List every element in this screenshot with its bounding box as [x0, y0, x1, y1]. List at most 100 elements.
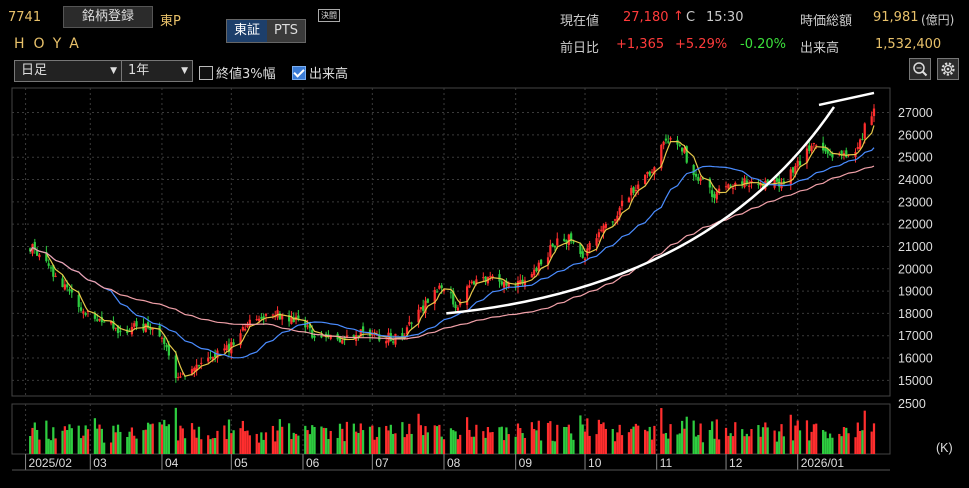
- candle-body: [417, 309, 420, 323]
- volume-bar: [845, 427, 848, 454]
- volume-bar: [456, 439, 459, 454]
- exchange-toggle[interactable]: 東証 PTS: [226, 19, 307, 43]
- month-label: 09: [519, 456, 533, 470]
- tab-pts[interactable]: PTS: [267, 20, 306, 42]
- candle-body: [680, 147, 684, 152]
- candle-body: [408, 321, 411, 325]
- volume-bar: [662, 433, 665, 454]
- volume-bar: [278, 419, 281, 454]
- candle-body: [613, 219, 617, 221]
- volume-bar: [567, 424, 570, 454]
- volume-bar: [472, 436, 476, 454]
- candle-body: [29, 248, 32, 252]
- candle-body: [66, 284, 69, 288]
- volume-bar: [579, 415, 582, 454]
- candle-body: [708, 178, 711, 188]
- candle-body: [685, 146, 688, 163]
- volume-bar: [711, 421, 714, 454]
- month-label: 05: [234, 456, 248, 470]
- candle-body: [669, 138, 672, 140]
- candle-body: [523, 280, 527, 287]
- volume-bar: [863, 410, 866, 454]
- candle-body: [271, 314, 275, 316]
- month-label: 11: [660, 456, 673, 470]
- candle-body: [49, 267, 53, 269]
- volume-bar: [627, 432, 631, 454]
- volume-bar: [697, 434, 700, 454]
- month-label: 12: [729, 456, 743, 470]
- volume-bar: [322, 427, 325, 454]
- candle-body: [278, 313, 281, 320]
- volume-bar: [822, 430, 825, 454]
- volume-bar: [287, 423, 291, 454]
- volume-bar: [100, 428, 103, 454]
- candle-body: [468, 285, 471, 288]
- tab-tse[interactable]: 東証: [227, 20, 268, 42]
- candle-body: [38, 254, 41, 258]
- volume-bar: [551, 440, 554, 454]
- stock-chart[interactable]: 15000 16000 17000 18000 19000 20000 21000 22000…: [0, 86, 969, 488]
- volume-bar: [304, 425, 307, 454]
- candle-body: [489, 276, 492, 278]
- candle-body: [77, 295, 80, 308]
- volume-bar: [167, 424, 171, 454]
- volume-bar: [616, 432, 619, 454]
- volume-bar: [838, 433, 841, 454]
- candle-body: [343, 337, 346, 341]
- volume-bar: [130, 427, 134, 454]
- volume-bar: [232, 430, 235, 454]
- volume-bar: [620, 435, 624, 454]
- volume-bar: [378, 427, 381, 454]
- range-select[interactable]: 1年 ▼: [121, 60, 193, 82]
- candle-body: [861, 138, 864, 140]
- volume-bar: [519, 428, 522, 454]
- volume-bar: [861, 430, 864, 454]
- volume-bar: [70, 428, 73, 454]
- stock-name: HOYA: [14, 36, 88, 52]
- mcap-unit: (億円): [921, 13, 955, 27]
- candle-body: [257, 318, 261, 321]
- volume-bar: [805, 420, 809, 454]
- register-stock-button[interactable]: 銘柄登録: [63, 6, 153, 28]
- candle-body: [281, 315, 284, 320]
- close-3pct-checkbox[interactable]: 終値3%幅: [199, 63, 276, 82]
- volume-bar: [613, 441, 617, 454]
- candle-body: [114, 327, 117, 329]
- candle-body: [516, 281, 520, 288]
- volume-bar: [385, 425, 388, 454]
- volume-bar: [731, 436, 735, 454]
- candle-body: [791, 167, 795, 173]
- stock-code: 7741: [8, 10, 42, 25]
- candle-body: [616, 215, 619, 222]
- volume-checkbox[interactable]: 出来高: [292, 63, 348, 82]
- volume-bar: [634, 423, 638, 454]
- zoom-button[interactable]: [909, 58, 931, 80]
- candle-body: [734, 182, 737, 186]
- candle-body: [207, 357, 210, 362]
- volume-bar: [422, 435, 425, 454]
- candle-body: [410, 322, 413, 324]
- volume-bar: [195, 437, 198, 454]
- price-panel-frame: [11, 87, 891, 397]
- period-type-select[interactable]: 日足 ▼: [14, 60, 122, 82]
- volume-bar: [274, 441, 277, 454]
- checkbox-box[interactable]: [199, 65, 213, 80]
- volume-bar: [724, 427, 728, 454]
- month-label: 06: [306, 456, 320, 470]
- candle-body: [70, 289, 73, 293]
- volume-bar: [824, 431, 827, 454]
- candle-body: [539, 259, 543, 265]
- kessan-badge[interactable]: 決闘: [318, 9, 340, 22]
- volume-bar: [782, 436, 785, 454]
- volume-bar: [313, 426, 316, 454]
- checkbox-box-checked[interactable]: [292, 65, 306, 80]
- candle-body: [209, 356, 212, 359]
- candle-body: [378, 334, 381, 341]
- volume-bar: [549, 421, 552, 454]
- settings-button[interactable]: [937, 58, 959, 80]
- candle-body: [405, 327, 409, 335]
- volume-bar: [408, 423, 411, 454]
- candle-body: [678, 144, 681, 146]
- candle-body: [808, 145, 811, 151]
- candle-body: [842, 153, 846, 156]
